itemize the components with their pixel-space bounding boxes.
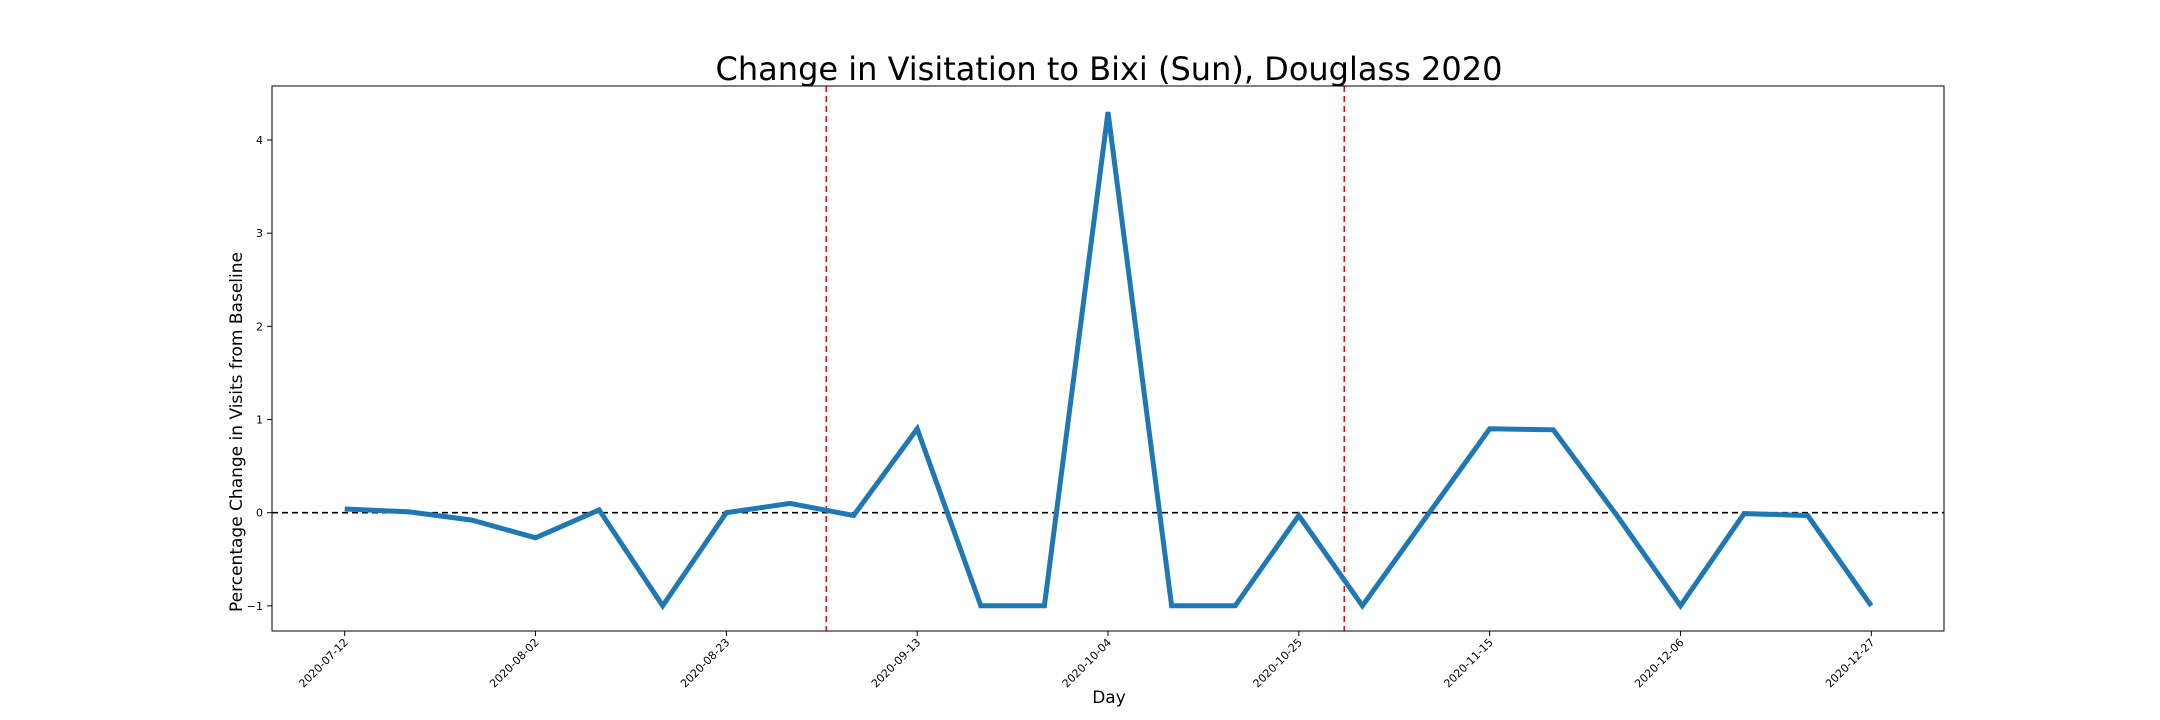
y-tick-label: 4 bbox=[256, 134, 263, 147]
y-axis-label: Percentage Change in Visits from Baselin… bbox=[227, 252, 247, 612]
x-axis: 2020-07-12 2020-08-02 2020-08-23 2020-09-13… bbox=[296, 631, 1877, 690]
x-tick-label: 2020-08-23 bbox=[678, 636, 732, 690]
y-axis: −1 0 1 2 3 4 bbox=[247, 134, 272, 613]
reference-lines bbox=[272, 86, 1944, 631]
chart-title: Change in Visitation to Bixi (Sun), Doug… bbox=[716, 50, 1503, 88]
x-tick-label: 2020-10-25 bbox=[1251, 636, 1305, 690]
y-tick-label: −1 bbox=[247, 600, 263, 613]
series-line bbox=[344, 111, 1874, 611]
x-tick-label: 2020-10-04 bbox=[1060, 636, 1114, 690]
series-layer bbox=[344, 111, 1874, 611]
y-tick-label: 3 bbox=[256, 227, 263, 240]
y-tick-label: 2 bbox=[256, 320, 263, 333]
plot-area-frame bbox=[271, 85, 1945, 632]
x-tick-label: 2020-09-13 bbox=[869, 636, 923, 690]
x-tick-label: 2020-07-12 bbox=[296, 636, 350, 690]
x-tick-label: 2020-11-15 bbox=[1441, 636, 1495, 690]
x-tick-label: 2020-12-06 bbox=[1632, 636, 1686, 690]
y-tick-label: 0 bbox=[256, 507, 263, 520]
y-tick-label: 1 bbox=[256, 414, 263, 427]
x-tick-label: 2020-08-02 bbox=[487, 636, 541, 690]
x-axis-label: Day bbox=[1092, 688, 1126, 708]
x-tick-label: 2020-12-27 bbox=[1823, 636, 1877, 690]
